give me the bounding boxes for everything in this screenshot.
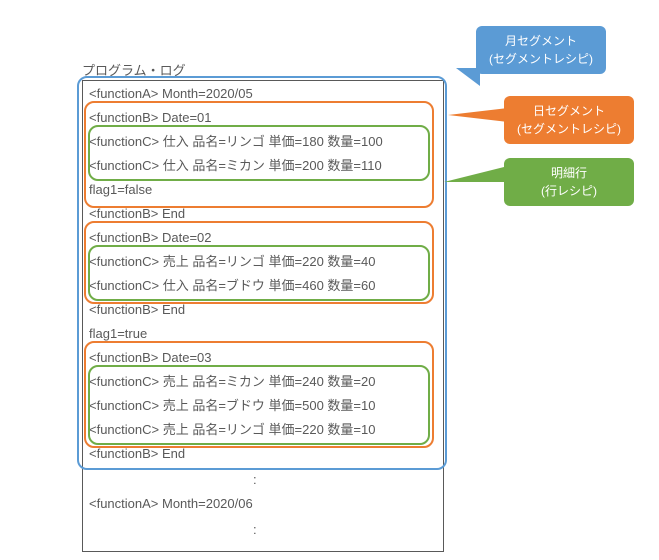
callout-detail-main: 明細行 (508, 164, 630, 182)
callout-day-main: 日セグメント (508, 102, 630, 120)
callout-detail-sub: (行レシピ) (508, 182, 630, 200)
frame-detail-2 (88, 245, 430, 301)
callout-day-sub: (セグメントレシピ) (508, 120, 630, 138)
callout-month-main: 月セグメント (480, 32, 602, 50)
callout-detail: 明細行 (行レシピ) (504, 158, 634, 206)
log-line: : (253, 523, 257, 536)
log-line: <functionA> Month=2020/06 (89, 497, 253, 510)
callout-pointer (448, 108, 508, 122)
callout-pointer (456, 68, 480, 86)
callout-month: 月セグメント (セグメントレシピ) (476, 26, 606, 74)
callout-pointer (444, 166, 508, 182)
callout-month-sub: (セグメントレシピ) (480, 50, 602, 68)
frame-detail-1 (88, 125, 430, 181)
log-line: : (253, 473, 257, 486)
callout-day: 日セグメント (セグメントレシピ) (504, 96, 634, 144)
frame-detail-3 (88, 365, 430, 445)
